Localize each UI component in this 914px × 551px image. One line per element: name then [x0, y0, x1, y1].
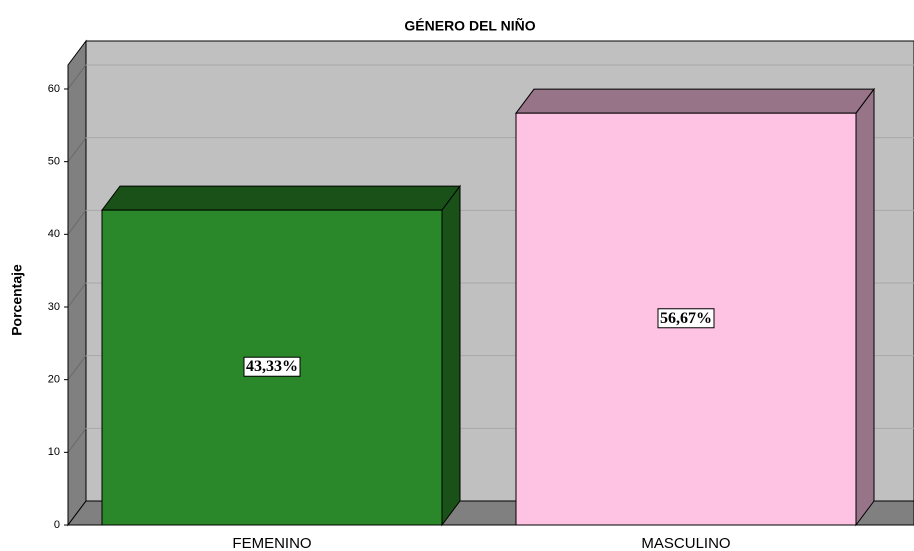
bar-side [855, 87, 875, 527]
y-tick-label: 30 [48, 301, 60, 313]
bar-side [441, 184, 461, 527]
x-tick-label: MASCULINO [641, 535, 730, 551]
y-tick-label: 60 [48, 83, 60, 95]
y-tick-label: 0 [54, 519, 60, 531]
y-tick-label: 20 [48, 374, 60, 386]
y-tick-label: 10 [48, 446, 60, 458]
grid-line [67, 428, 87, 453]
bar-top [515, 88, 875, 114]
side-wall [67, 39, 87, 527]
y-tick-label: 50 [48, 156, 60, 168]
value-label: 56,67% [660, 310, 712, 327]
grid-line [67, 355, 87, 380]
y-axis-label: Porcentaje [9, 264, 25, 336]
y-tick-label: 40 [48, 228, 60, 240]
value-label-box [657, 308, 715, 329]
grid-line [67, 210, 87, 235]
chart-title: GÉNERO DEL NIÑO [404, 17, 535, 34]
value-label-box [243, 356, 301, 377]
grid-line [67, 64, 87, 90]
value-label: 43,33% [246, 358, 298, 375]
grid-line [67, 137, 87, 162]
bar-top [101, 185, 461, 211]
bar [101, 184, 461, 527]
bar [515, 87, 875, 527]
x-tick-label: FEMENINO [232, 535, 311, 551]
grid-line [67, 282, 87, 308]
